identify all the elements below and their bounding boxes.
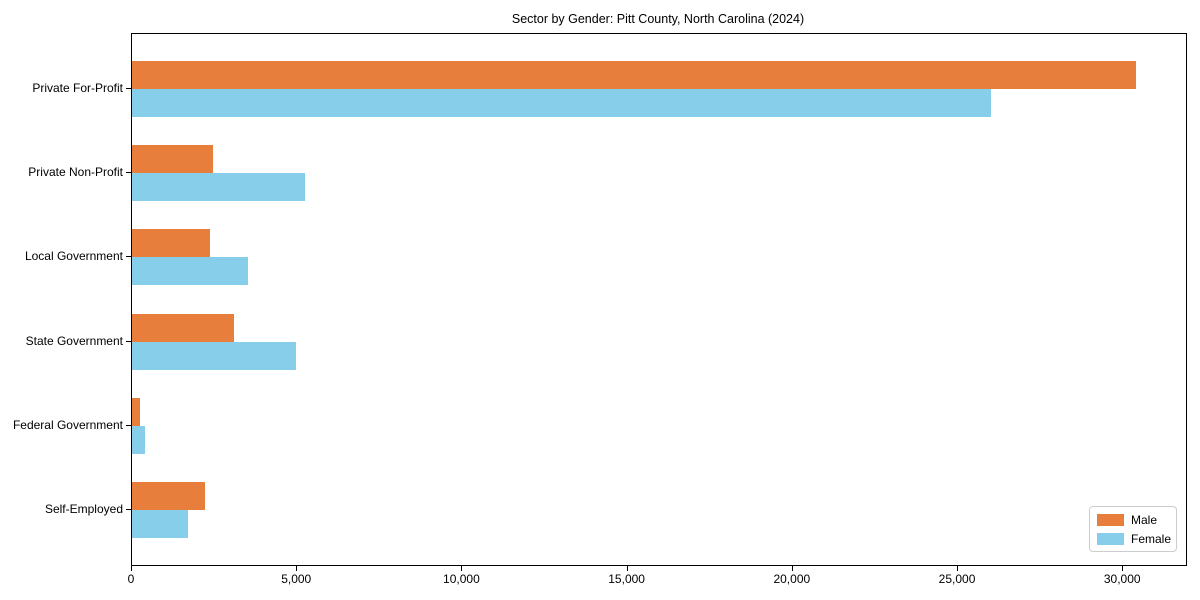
bar-male-federal-government [132, 397, 141, 426]
chart-title: Sector by Gender: Pitt County, North Car… [511, 12, 805, 26]
x-tick-label-5-000: 5,000 [281, 572, 312, 586]
x-tick-label-25-000: 25,000 [938, 572, 976, 586]
y-tick-label-state-government: State Government [25, 333, 123, 348]
x-tick-mark [791, 566, 793, 571]
legend-label-female: Female [1131, 531, 1172, 546]
y-tick-label-private-non-profit: Private Non-Profit [28, 165, 123, 180]
y-tick-mark [126, 256, 131, 258]
legend: Male Female [1089, 506, 1177, 552]
bar-female-state-government [132, 341, 296, 370]
bar-female-federal-government [132, 425, 146, 454]
y-tick-mark [126, 424, 131, 426]
plot-area [131, 33, 1187, 566]
legend-swatch-female [1097, 532, 1124, 545]
x-tick-mark [296, 566, 298, 571]
x-tick-mark [626, 566, 628, 571]
bar-male-local-government [132, 229, 210, 258]
bar-female-self-employed [132, 510, 189, 538]
x-tick-label-15-000: 15,000 [608, 572, 645, 586]
x-tick-label-20-000: 20,000 [773, 572, 811, 586]
y-tick-mark [126, 340, 131, 342]
x-tick-label-10-000: 10,000 [443, 572, 480, 586]
x-tick-mark [1122, 566, 1124, 571]
y-tick-mark [126, 88, 131, 89]
y-tick-label-local-government: Local Government [24, 249, 123, 264]
x-tick-label-0: 0 [127, 572, 135, 586]
legend-item-female: Female [1097, 532, 1176, 546]
legend-swatch-male [1097, 513, 1124, 526]
bar-male-private-non-profit [132, 145, 213, 174]
x-tick-label-30-000: 30,000 [1103, 572, 1141, 586]
legend-item-male: Male [1097, 513, 1176, 527]
bar-male-state-government [132, 313, 235, 342]
bar-female-local-government [132, 257, 248, 286]
x-tick-mark [131, 566, 132, 571]
y-tick-label-federal-government: Federal Government [12, 417, 123, 432]
legend-label-male: Male [1131, 512, 1158, 527]
y-tick-label-private-for-profit: Private For-Profit [32, 81, 123, 95]
bar-female-private-non-profit [132, 173, 306, 202]
x-tick-mark [461, 566, 463, 571]
y-tick-label-self-employed: Self-Employed [44, 502, 123, 516]
y-tick-mark [126, 172, 131, 174]
bar-male-self-employed [132, 482, 205, 510]
bar-male-private-for-profit [132, 61, 1137, 89]
y-tick-mark [126, 509, 131, 510]
x-tick-mark [957, 566, 959, 571]
bar-female-private-for-profit [132, 89, 992, 117]
